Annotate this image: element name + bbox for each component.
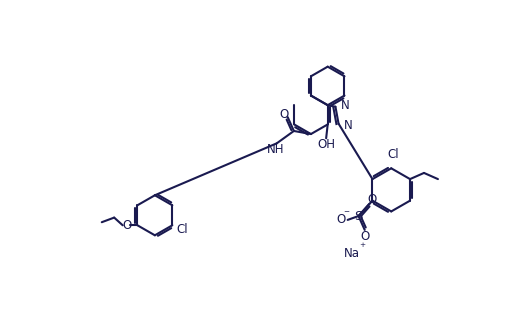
Text: O: O bbox=[122, 219, 131, 232]
Text: S: S bbox=[355, 210, 363, 222]
Text: NH: NH bbox=[267, 143, 284, 156]
Text: Na: Na bbox=[345, 247, 360, 260]
Text: O: O bbox=[337, 213, 346, 226]
Text: $^-$: $^-$ bbox=[342, 209, 351, 219]
Text: Cl: Cl bbox=[176, 223, 188, 236]
Text: $^+$: $^+$ bbox=[358, 243, 367, 253]
Text: N: N bbox=[344, 119, 353, 132]
Text: OH: OH bbox=[317, 138, 335, 151]
Text: N: N bbox=[341, 99, 350, 113]
Text: O: O bbox=[279, 108, 288, 120]
Text: O: O bbox=[368, 193, 377, 207]
Text: O: O bbox=[360, 230, 369, 243]
Text: Cl: Cl bbox=[388, 148, 399, 161]
